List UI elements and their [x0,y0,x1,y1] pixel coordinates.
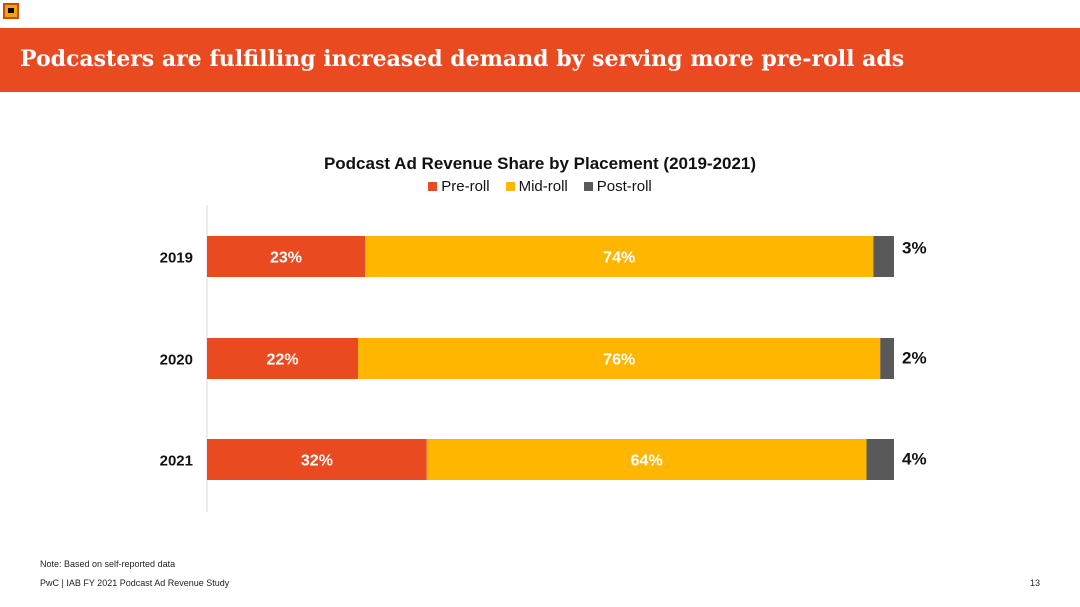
bar-post-roll-2019 [873,236,894,277]
data-label-pre-roll-2020: 22% [267,352,299,369]
data-label-mid-roll-2020: 76% [603,352,635,369]
legend-label-post-roll: Post-roll [596,178,652,195]
pwc-logo [3,3,19,19]
page-number: 13 [1029,578,1040,588]
chart-title: Podcast Ad Revenue Share by Placement (2… [323,154,757,173]
chart-legend: Pre-roll Mid-roll Post-roll [0,178,1080,195]
bar-post-roll-2020 [880,338,894,379]
bar-mid-roll-2020 [358,338,881,379]
source-footer: PwC | IAB FY 2021 Podcast Ad Revenue Stu… [40,578,230,588]
bar-mid-roll-2021 [426,439,867,480]
data-label-pre-roll-2021: 32% [301,453,333,470]
page-title: Podcasters are fulfilling increased dema… [20,46,905,72]
bar-mid-roll-2019 [365,236,874,277]
bar-pre-roll-2021 [207,439,427,480]
bar-post-roll-2021 [866,439,894,480]
legend-item-post-roll: Post-roll [583,178,652,195]
legend-swatch-pre-roll [428,182,438,191]
legend-swatch-mid-roll [505,182,515,191]
legend-swatch-post-roll [583,182,593,191]
category-label-2021: 2021 [160,453,193,470]
bar-pre-roll-2020 [207,338,359,379]
data-label-mid-roll-2021: 64% [631,453,663,470]
data-label-mid-roll-2019: 74% [603,250,635,267]
legend-label-mid-roll: Mid-roll [518,178,568,195]
data-label-post-roll-2021: 4% [902,450,927,469]
data-label-post-roll-2020: 2% [902,349,927,368]
legend-item-pre-roll: Pre-roll [428,178,490,195]
data-label-pre-roll-2019: 23% [270,250,302,267]
category-label-2019: 2019 [160,250,193,267]
category-label-2020: 2020 [160,352,193,369]
legend-item-mid-roll: Mid-roll [505,178,568,195]
data-label-post-roll-2019: 3% [902,239,927,258]
title-banner: Podcasters are fulfilling increased dema… [0,28,1080,92]
bar-pre-roll-2019 [207,236,366,277]
footnote: Note: Based on self-reported data [40,559,176,569]
legend-label-pre-roll: Pre-roll [441,178,490,195]
